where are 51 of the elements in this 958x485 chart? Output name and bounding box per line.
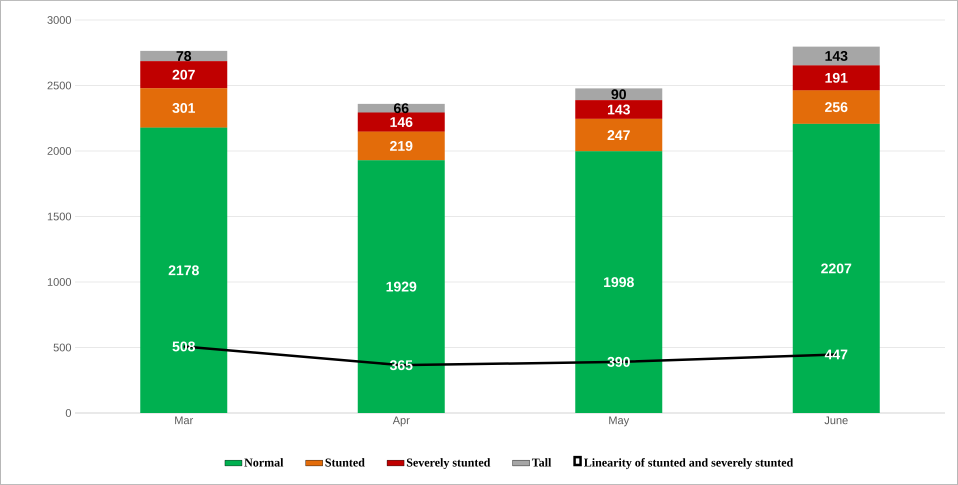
bar [358,132,445,160]
data-label: 447 [824,350,848,360]
y-tick-label: 500 [54,344,72,352]
bar [140,88,228,128]
bar [792,65,880,90]
data-label: 256 [825,102,848,112]
x-tick-label: Mar [175,416,194,424]
data-label: 301 [172,102,196,113]
data-label: 2207 [821,263,852,274]
bar [358,160,445,413]
data-label: 78 [176,51,192,61]
bar [792,90,880,124]
data-label: 66 [394,103,409,114]
y-tick-label: 1500 [48,212,72,220]
data-label: 90 [611,89,626,100]
bar [792,124,880,413]
data-label: 207 [172,70,195,80]
bar [575,88,662,100]
data-label: 365 [390,360,413,370]
bar [140,61,228,88]
legend-label: Stunted [326,458,365,467]
data-label: 146 [390,117,412,128]
data-label: 390 [607,356,630,367]
x-tick-label: Apr [392,416,410,426]
data-label: 219 [390,140,412,151]
data-label: 508 [172,341,195,352]
x-tick-label: May [609,416,630,426]
data-label: 2178 [168,265,199,276]
data-label: 191 [825,72,848,83]
data-label: 247 [608,130,630,140]
legend-label: Tall [532,458,552,467]
y-tick-label: 2000 [48,147,72,155]
data-label: 143 [825,50,848,61]
data-label: 1929 [386,282,416,292]
bar [140,50,228,62]
bar [575,151,662,413]
bar [140,128,228,413]
bar [575,118,662,152]
bar [358,112,445,132]
y-tick-label: 2500 [48,82,72,90]
legend-label: Linearity of stunted and severely stunted [584,458,794,470]
x-tick-label: June [824,416,848,424]
legend-label: Severely stunted [406,458,490,470]
data-label: 143 [608,104,630,114]
data-label: 1998 [604,277,634,288]
legend-label: Normal [244,458,284,467]
bar [575,100,662,119]
y-tick-label: 0 [66,409,72,417]
bar [792,46,880,66]
y-tick-label: 1000 [48,278,72,286]
y-tick-label: 3000 [47,16,72,24]
